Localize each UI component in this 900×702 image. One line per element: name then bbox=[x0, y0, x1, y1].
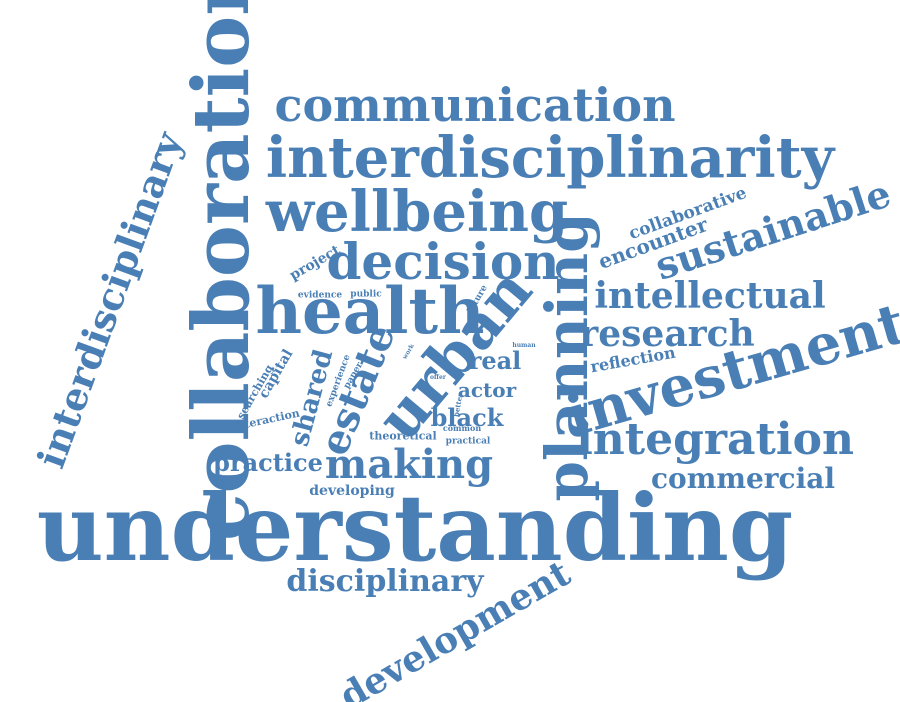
word-public: public bbox=[350, 289, 382, 300]
word-real: real bbox=[468, 346, 522, 375]
word-evidence: evidence bbox=[297, 290, 343, 301]
word-theoretical: theoretical bbox=[369, 429, 437, 443]
word-communication: communication bbox=[274, 78, 676, 132]
word-decision: decision bbox=[326, 232, 560, 291]
word-common: common bbox=[442, 423, 482, 433]
word-developing: developing bbox=[309, 483, 395, 499]
word-understanding: understanding bbox=[36, 474, 794, 582]
word-health: health bbox=[255, 274, 485, 349]
word-disciplinary: disciplinary bbox=[286, 564, 484, 599]
word-integration: integration bbox=[576, 414, 854, 465]
word-practical: practical bbox=[445, 436, 491, 447]
word-practice: practice bbox=[213, 448, 323, 477]
word-intellectual: intellectual bbox=[594, 275, 826, 317]
word-making: making bbox=[324, 441, 494, 488]
word-interdisciplinary: interdisciplinary bbox=[27, 126, 192, 474]
word-wellbeing: wellbeing bbox=[265, 179, 569, 245]
word-interdisciplinarity: interdisciplinarity bbox=[265, 125, 835, 191]
word-research: research bbox=[579, 313, 755, 355]
word-offer: offer bbox=[430, 374, 446, 381]
word-black: black bbox=[430, 403, 504, 432]
word-human: human bbox=[512, 342, 536, 349]
word-commercial: commercial bbox=[650, 462, 836, 495]
word-actor: actor bbox=[457, 378, 517, 402]
